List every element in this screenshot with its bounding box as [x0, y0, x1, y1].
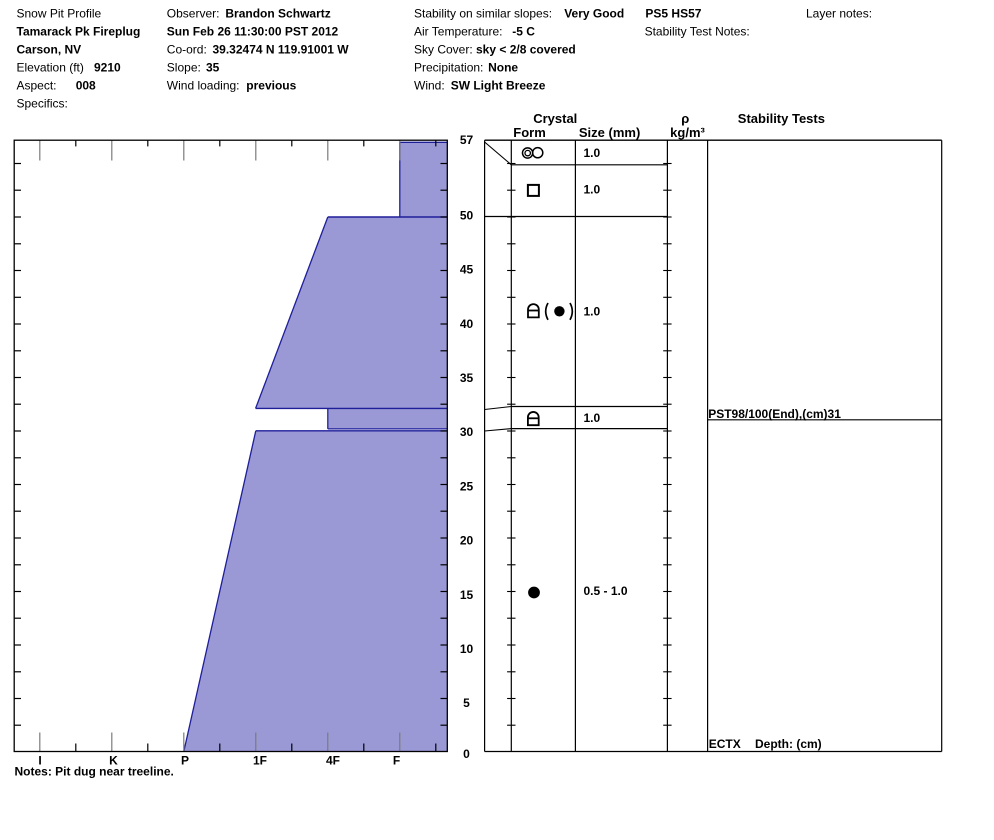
svg-text:Snow Pit Profile: Snow Pit Profile	[17, 7, 102, 21]
svg-text:I: I	[38, 754, 41, 768]
svg-text:Precipitation:: Precipitation:	[414, 61, 483, 75]
svg-text:ρ: ρ	[681, 111, 689, 126]
svg-text:Co-ord:: Co-ord:	[167, 43, 207, 57]
svg-text:Specifics:: Specifics:	[17, 97, 68, 111]
svg-text:0: 0	[463, 747, 470, 761]
svg-text:-5 C: -5 C	[512, 25, 535, 39]
svg-text:Elevation (ft): Elevation (ft)	[17, 61, 84, 75]
svg-text:1F: 1F	[253, 754, 267, 768]
svg-text:previous: previous	[246, 79, 296, 93]
svg-text:kg/m³: kg/m³	[670, 125, 705, 140]
svg-text:50: 50	[460, 209, 474, 223]
svg-text:008: 008	[76, 79, 96, 93]
svg-text:1.0: 1.0	[584, 183, 601, 197]
svg-text:15: 15	[460, 588, 474, 602]
svg-text:Aspect:: Aspect:	[17, 79, 57, 93]
svg-text:30: 30	[460, 425, 474, 439]
svg-text:45: 45	[460, 263, 474, 277]
svg-text:Crystal: Crystal	[533, 111, 577, 126]
svg-text:PST98/100(End),(cm)31: PST98/100(End),(cm)31	[708, 407, 841, 421]
svg-text:PS5 HS57: PS5 HS57	[645, 7, 701, 21]
svg-text:None: None	[488, 61, 518, 75]
svg-text:Stability Tests: Stability Tests	[738, 111, 825, 126]
svg-text:K: K	[109, 754, 118, 768]
svg-text:Observer:: Observer:	[167, 7, 220, 21]
svg-text:Wind:: Wind:	[414, 79, 445, 93]
svg-text:Very Good: Very Good	[564, 7, 624, 21]
svg-text:ECTX: ECTX	[709, 737, 741, 751]
svg-text:39.32474 N 119.91001 W: 39.32474 N 119.91001 W	[213, 43, 350, 57]
svg-text:25: 25	[460, 479, 474, 493]
svg-text:Carson, NV: Carson, NV	[17, 43, 82, 57]
svg-text:Brandon Schwartz: Brandon Schwartz	[225, 7, 330, 21]
svg-text:9210: 9210	[94, 61, 121, 75]
svg-text:40: 40	[460, 317, 474, 331]
svg-text:1.0: 1.0	[584, 411, 601, 425]
svg-text:5: 5	[463, 696, 470, 710]
svg-text:Sky Cover:: Sky Cover:	[414, 43, 473, 57]
svg-text:0.5 - 1.0: 0.5 - 1.0	[584, 584, 628, 598]
svg-text:35: 35	[206, 61, 220, 75]
svg-text:Layer notes:: Layer notes:	[806, 7, 872, 21]
svg-text:Slope:: Slope:	[167, 61, 201, 75]
svg-text:Notes: Pit dug near treeline.: Notes: Pit dug near treeline.	[15, 765, 174, 779]
svg-text:10: 10	[460, 642, 474, 656]
svg-text:F: F	[393, 754, 400, 768]
svg-text:Sun Feb 26 11:30:00 PST 2012: Sun Feb 26 11:30:00 PST 2012	[167, 25, 339, 39]
svg-text:Depth: (cm): Depth: (cm)	[755, 737, 822, 751]
svg-text:Air Temperature:: Air Temperature:	[414, 25, 502, 39]
svg-text:Stability on similar slopes:: Stability on similar slopes:	[414, 7, 552, 21]
svg-text:Tamarack Pk Fireplug: Tamarack Pk Fireplug	[17, 25, 141, 39]
svg-text:1.0: 1.0	[584, 146, 601, 160]
svg-text:4F: 4F	[326, 754, 340, 768]
svg-text:20: 20	[460, 534, 474, 548]
svg-text:1.0: 1.0	[584, 304, 601, 318]
svg-text:Form: Form	[513, 125, 546, 140]
svg-text:Size (mm): Size (mm)	[579, 125, 640, 140]
svg-text:Stability Test Notes:: Stability Test Notes:	[645, 25, 750, 39]
svg-text:35: 35	[460, 371, 474, 385]
svg-text:sky < 2/8 covered: sky < 2/8 covered	[476, 43, 576, 57]
svg-text:Wind loading:: Wind loading:	[167, 79, 240, 93]
svg-text:57: 57	[460, 133, 474, 147]
svg-text:SW Light Breeze: SW Light Breeze	[451, 79, 546, 93]
svg-text:P: P	[181, 754, 189, 768]
